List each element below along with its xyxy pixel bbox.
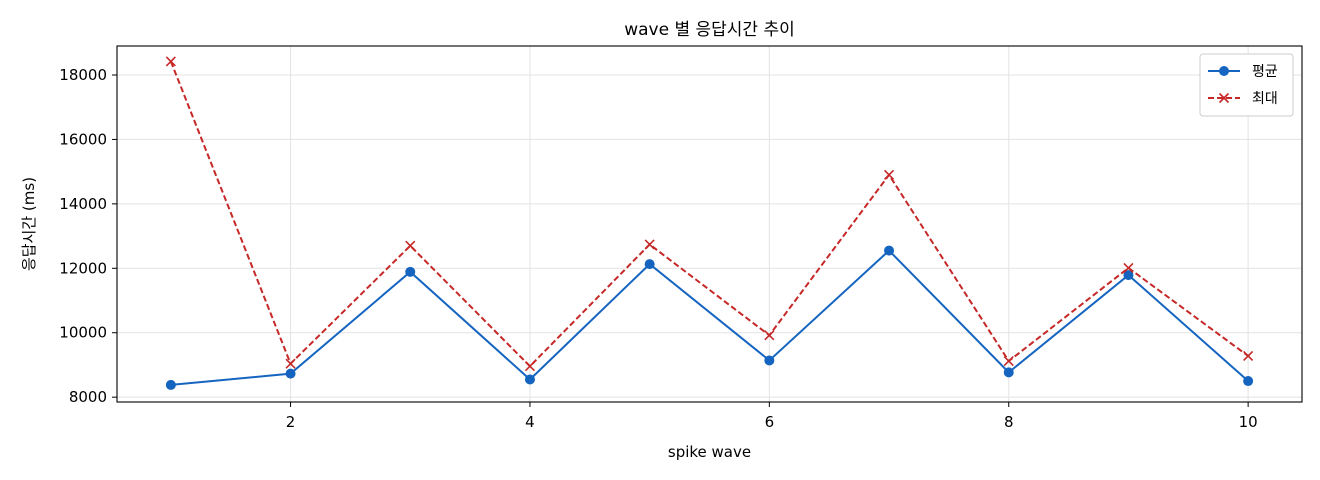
series-line-평균	[170, 249, 1249, 386]
data-point-x	[405, 240, 416, 251]
plot-frame	[116, 45, 1303, 403]
y-tick-label: 10000	[59, 324, 107, 342]
data-point-x	[1243, 350, 1254, 361]
data-point-circle	[285, 368, 296, 379]
series-layer	[165, 56, 1254, 390]
y-tick-label: 18000	[59, 66, 107, 84]
data-point-circle	[165, 379, 176, 390]
grid-lines	[117, 46, 1302, 402]
data-point-circle	[405, 266, 416, 277]
x-tick-label: 4	[525, 413, 535, 431]
data-point-x	[524, 361, 536, 372]
axis-ticks: 2 4 6 8 10 8000 10000 12000 14000 16000 18000	[59, 66, 1257, 431]
data-point-x	[883, 169, 895, 180]
y-tick-label: 12000	[59, 259, 107, 277]
x-axis-title: spike wave	[668, 443, 751, 461]
x-tick-label: 2	[286, 413, 296, 431]
data-point-x	[1003, 356, 1014, 367]
x-tick-label: 10	[1239, 413, 1258, 431]
legend-marker	[1219, 66, 1229, 76]
data-point-circle	[764, 355, 775, 366]
data-point-x	[165, 56, 176, 67]
data-point-circle	[1003, 367, 1014, 378]
data-point-x	[1123, 262, 1134, 274]
chart-title: wave 별 응답시간 추이	[624, 20, 795, 40]
y-tick-label: 14000	[59, 195, 107, 213]
series-line-최대	[169, 61, 1249, 368]
y-tick-label: 16000	[59, 130, 107, 148]
legend-box	[1199, 53, 1294, 117]
legend-label: 평균	[1252, 64, 1278, 80]
x-tick-label: 6	[765, 413, 775, 431]
data-point-x	[644, 239, 655, 250]
y-tick-label: 8000	[69, 388, 107, 406]
data-point-circle	[1123, 270, 1134, 281]
y-axis-title: 응답시간 (ms)	[20, 177, 38, 271]
x-tick-label: 8	[1004, 413, 1014, 431]
data-point-circle	[1243, 376, 1254, 387]
data-point-x	[285, 358, 296, 369]
data-point-x	[764, 330, 775, 341]
legend-label: 최대	[1252, 91, 1278, 107]
legend-marker	[1218, 92, 1230, 104]
data-point-circle	[524, 374, 535, 385]
data-point-circle	[644, 259, 655, 270]
data-point-circle	[884, 245, 895, 256]
